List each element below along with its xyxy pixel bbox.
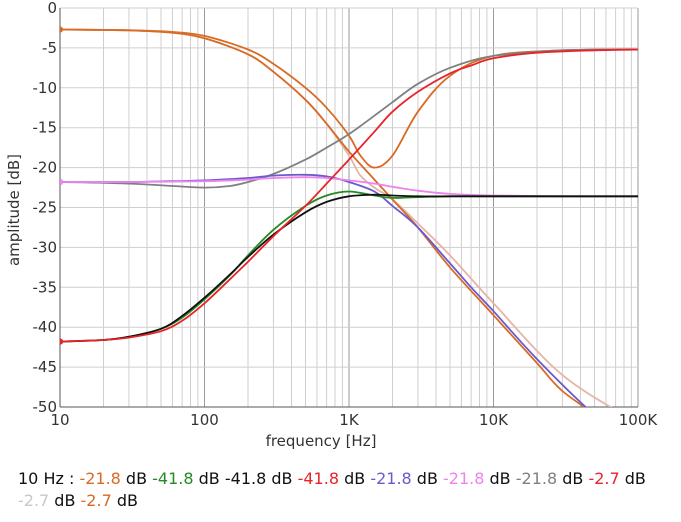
- series-line-8: [60, 193, 638, 343]
- y-tick-label: -50: [33, 398, 58, 416]
- readout-unit: dB: [266, 469, 298, 488]
- readout-unit: dB: [49, 491, 81, 510]
- readout-value: -2.7: [80, 491, 112, 510]
- series-start-point-3: [60, 26, 63, 33]
- series-line-6: [60, 176, 639, 198]
- x-tick-label: 100K: [619, 411, 659, 429]
- x-tick-label: 10: [50, 411, 69, 429]
- x-tick-label: 10K: [479, 411, 509, 429]
- readout-unit: dB: [557, 469, 589, 488]
- readout-value: -21.8: [443, 469, 485, 488]
- y-tick-label: -25: [33, 199, 58, 217]
- y-tick-label: -35: [33, 278, 58, 296]
- y-tick-label: -20: [33, 159, 58, 177]
- readout-unit: dB: [120, 469, 153, 488]
- series-line-3: [60, 28, 586, 407]
- readout-unit: dB: [193, 469, 225, 488]
- readout-value: -2.7: [18, 491, 50, 510]
- readout-values: -21.8 dB -41.8 dB -41.8 dB -41.8 dB -21.…: [18, 469, 646, 510]
- readout-frequency: 10 Hz :: [18, 469, 80, 488]
- series-start-point-9: [60, 338, 63, 345]
- y-tick-label: 0: [47, 0, 57, 17]
- x-axis-label: frequency [Hz]: [266, 432, 377, 450]
- grid: [59, 7, 639, 408]
- series-line-9: [60, 48, 639, 343]
- y-tick-label: -10: [33, 79, 58, 97]
- value-readout: 10 Hz : -21.8 dB -41.8 dB -41.8 dB -41.8…: [18, 468, 648, 512]
- readout-value: -21.8: [370, 469, 412, 488]
- y-tick-label: -40: [33, 318, 58, 336]
- readout-value: -41.8: [152, 469, 194, 488]
- y-axis-label: amplitude [dB]: [5, 154, 23, 266]
- y-tick-label: -15: [33, 119, 58, 137]
- y-tick-label: -5: [42, 39, 57, 57]
- readout-unit: dB: [619, 469, 646, 488]
- x-tick-label: 1K: [339, 411, 360, 429]
- y-tick-label: -30: [33, 238, 58, 256]
- y-tick-labels: 0 -5 -10 -15 -20 -25 -30 -35 -40 -45 -50: [33, 0, 58, 416]
- series-line-1: [60, 28, 639, 169]
- frequency-response-chart: 0-5-10-15-20-25-30-35-40-45-50 10 100 1K 10…: [5, 0, 658, 450]
- readout-value: -41.8: [224, 469, 267, 488]
- x-tick-labels: 10 100 1K 10K 100K: [50, 411, 658, 429]
- series-start-point-6: [60, 178, 63, 185]
- y-tick-label: -45: [33, 358, 58, 376]
- series-lines: [60, 26, 639, 407]
- readout-value: -41.8: [297, 469, 339, 488]
- readout-value: -21.8: [515, 469, 558, 488]
- readout-unit: dB: [484, 469, 516, 488]
- readout-value: -21.8: [79, 469, 121, 488]
- readout-unit: dB: [339, 469, 371, 488]
- readout-value: -2.7: [588, 469, 620, 488]
- readout-unit: dB: [411, 469, 444, 488]
- series-line-4: [60, 48, 639, 189]
- x-tick-label: 100: [190, 411, 219, 429]
- readout-unit: dB: [111, 491, 138, 510]
